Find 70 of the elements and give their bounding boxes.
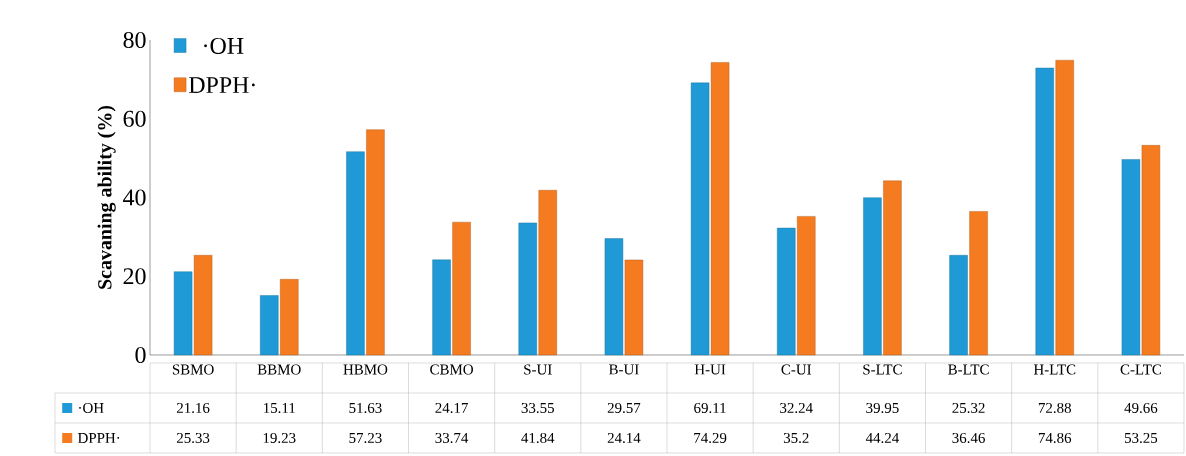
bar (797, 216, 816, 356)
x-tick-label: S-LTC (863, 364, 902, 375)
data-label: 57.23 (349, 432, 382, 444)
x-tick-label: H-LTC (1033, 364, 1076, 375)
bar (260, 295, 279, 356)
data-label: 15.11 (264, 402, 295, 414)
y-tick-label: 20 (123, 268, 146, 285)
x-tick-label: CBMO (430, 364, 473, 375)
bar (1141, 145, 1161, 356)
bar (538, 190, 557, 356)
x-tick-label: B-LTC (948, 364, 989, 375)
data-label: 21.16 (176, 402, 210, 414)
bar (432, 259, 451, 356)
data-label: 29.57 (607, 402, 641, 414)
data-label: 32.24 (780, 402, 813, 414)
data-label: 19.23 (263, 432, 296, 444)
data-label: 44.24 (865, 432, 899, 444)
bar (518, 222, 537, 356)
data-label: 72.88 (1038, 402, 1071, 414)
y-tick-label: 0 (135, 346, 146, 364)
x-tick-label: SBMO (172, 364, 214, 375)
data-label: 36.46 (952, 432, 985, 444)
bar (1055, 60, 1074, 356)
bar (193, 255, 213, 356)
bar (624, 259, 644, 356)
bar (710, 62, 730, 356)
data-label: 41.84 (521, 432, 555, 444)
x-tick-label: S-UI (524, 364, 552, 375)
x-tick-label: C-LTC (1120, 364, 1161, 375)
x-tick-label: C-UI (781, 364, 812, 375)
legend-label: ·OH (204, 37, 244, 54)
data-label: 69.11 (694, 402, 726, 414)
data-label: 53.25 (1124, 432, 1158, 444)
bar (280, 279, 299, 356)
bar (452, 221, 471, 356)
data-label: 25.33 (176, 432, 210, 444)
bar (604, 238, 624, 356)
data-label: 51.63 (349, 402, 382, 414)
legend-label: DPPH· (188, 77, 255, 93)
bar (1035, 67, 1054, 356)
text: ·OH (79, 402, 104, 413)
y-tick-label: 40 (123, 189, 146, 206)
bar (346, 151, 365, 356)
data-label: 24.17 (435, 402, 468, 414)
y-tick-label: 80 (123, 31, 146, 49)
bar (777, 227, 796, 356)
data-label: 25.32 (952, 402, 985, 414)
bar (1121, 159, 1141, 356)
bar (949, 255, 968, 356)
data-label: 33.74 (435, 432, 469, 444)
data-label: 35.2 (783, 432, 809, 444)
x-tick-label: B-UI (609, 364, 639, 375)
x-tick-label: BBMO (257, 364, 301, 375)
text: DPPH· (77, 433, 120, 443)
x-tick-label: H-UI (694, 364, 726, 375)
bar (969, 211, 988, 356)
data-label: 24.14 (607, 432, 641, 444)
bar (883, 180, 902, 356)
x-tick-label: HBMO (343, 364, 388, 375)
data-label: 39.95 (866, 402, 899, 414)
bar (690, 82, 710, 356)
y-tick-label: 60 (123, 110, 146, 127)
y-axis-title: Scavaning ability (%) (97, 105, 116, 289)
bar (173, 271, 193, 356)
data-label: 49.66 (1124, 402, 1158, 414)
bar (863, 197, 882, 356)
bar (366, 129, 385, 356)
data-label: 74.86 (1038, 432, 1072, 444)
data-label: 74.29 (694, 432, 727, 444)
data-label: 33.55 (521, 402, 554, 414)
